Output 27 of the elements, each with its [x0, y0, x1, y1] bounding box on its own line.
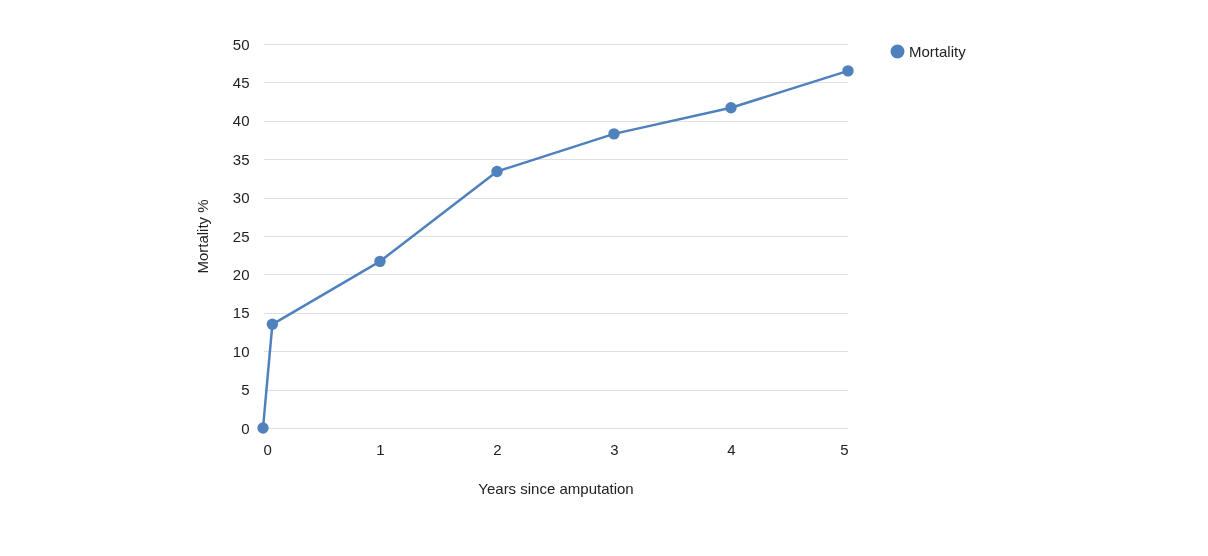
point	[374, 255, 386, 268]
y-tick-label: 25	[232, 227, 250, 245]
x-tick-label: 2	[493, 440, 502, 458]
point	[266, 318, 279, 331]
x-tick-label: 3	[610, 440, 619, 458]
x-tick-label: 4	[727, 440, 736, 458]
y-tick-label: 15	[232, 304, 250, 322]
x-axis-title: Years since amputation	[478, 479, 634, 497]
y-tick-label: 35	[232, 150, 250, 168]
x-tick-label: 5	[840, 440, 849, 458]
y-tick-label: 5	[241, 381, 250, 399]
y-tick-label: 45	[232, 73, 250, 91]
legend-label: Mortality	[909, 42, 967, 60]
y-tick-label: 10	[232, 342, 250, 360]
y-tick-label: 30	[232, 189, 250, 207]
y-axis-title: Mortality %	[193, 199, 211, 274]
point	[725, 102, 737, 114]
y-tick-label: 20	[232, 265, 250, 283]
point	[257, 422, 269, 434]
x-tick-label: 1	[376, 440, 385, 458]
point	[842, 65, 854, 77]
point	[491, 165, 503, 178]
y-tick-label: 50	[232, 35, 250, 53]
y-tick-label: 0	[241, 419, 250, 437]
y-tick-label: 40	[232, 112, 250, 130]
point	[608, 128, 620, 140]
x-tick-label: 0	[263, 440, 272, 458]
